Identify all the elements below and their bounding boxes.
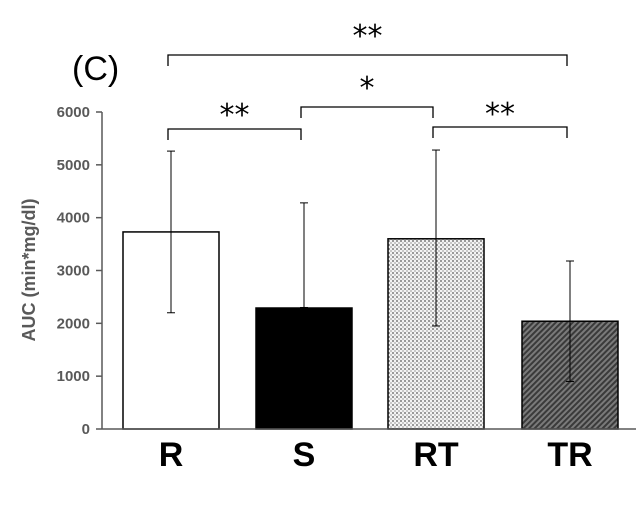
significance-label: * [360, 71, 375, 106]
y-tick-label: 3000 [57, 263, 90, 280]
y-tick-label: 2000 [57, 315, 90, 332]
y-tick-label: 6000 [57, 104, 90, 121]
significance-label: ** [485, 97, 515, 132]
significance-bracket [300, 106, 434, 118]
y-tick-label: 0 [82, 421, 90, 438]
x-category-label: R [159, 436, 184, 474]
significance-bracket [167, 54, 568, 66]
y-axis-title: AUC (min*mg/dl) [19, 199, 39, 342]
x-category-label: RT [413, 436, 459, 474]
x-category-label: TR [547, 436, 592, 474]
y-tick-label: 5000 [57, 157, 90, 174]
y-axis: 0 1000 2000 3000 4000 5000 6000 [57, 104, 103, 438]
significance-bracket [432, 126, 568, 138]
x-axis: R S RT TR [102, 428, 636, 474]
x-category-label: S [293, 436, 316, 474]
error-bars-group [167, 149, 574, 382]
bar-s [255, 307, 353, 430]
significance-brackets: ******* [167, 19, 568, 140]
significance-label: ** [220, 98, 250, 133]
significance-label: ** [353, 19, 383, 54]
y-tick-label: 1000 [57, 368, 90, 385]
bars-group [122, 231, 619, 430]
significance-bracket [167, 128, 302, 140]
panel-label: (C) [72, 50, 119, 88]
y-tick-label: 4000 [57, 210, 90, 227]
